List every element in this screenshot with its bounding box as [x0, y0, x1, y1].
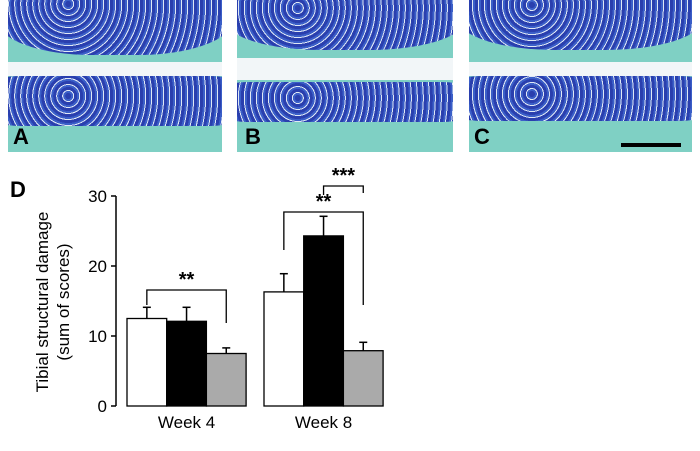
bar	[303, 235, 345, 407]
y-axis-label-2: (sum of scores)	[54, 243, 73, 360]
x-tick-label: Week 8	[295, 413, 352, 432]
histology-panel-c: C	[469, 0, 692, 152]
panel-label: A	[13, 124, 29, 149]
y-tick-label: 20	[88, 257, 107, 276]
significance-bracket	[322, 185, 364, 195]
panel-label: B	[245, 124, 261, 149]
bar	[263, 291, 305, 407]
bar	[342, 350, 384, 407]
histology-panel-b: B	[237, 0, 453, 152]
significance-stars: **	[179, 269, 195, 291]
significance-stars: **	[316, 191, 332, 213]
bar	[205, 352, 247, 407]
scale-bar	[621, 143, 681, 147]
panel-label: C	[474, 124, 490, 149]
significance-bracket	[283, 211, 364, 305]
panel-label-d: D	[10, 177, 26, 202]
significance-bracket	[146, 289, 227, 323]
y-tick-label: 10	[88, 327, 107, 346]
histology-panel-a: A	[8, 0, 222, 152]
bar	[126, 317, 168, 407]
bar-chart: D Tibial structural damage (sum of score…	[10, 165, 384, 432]
y-axis-label: Tibial structural damage	[33, 212, 52, 393]
y-tick-label: 30	[88, 187, 107, 206]
x-tick-label: Week 4	[158, 413, 215, 432]
significance-stars: ***	[332, 165, 356, 187]
y-tick-label: 0	[98, 397, 107, 416]
bar	[166, 320, 208, 407]
